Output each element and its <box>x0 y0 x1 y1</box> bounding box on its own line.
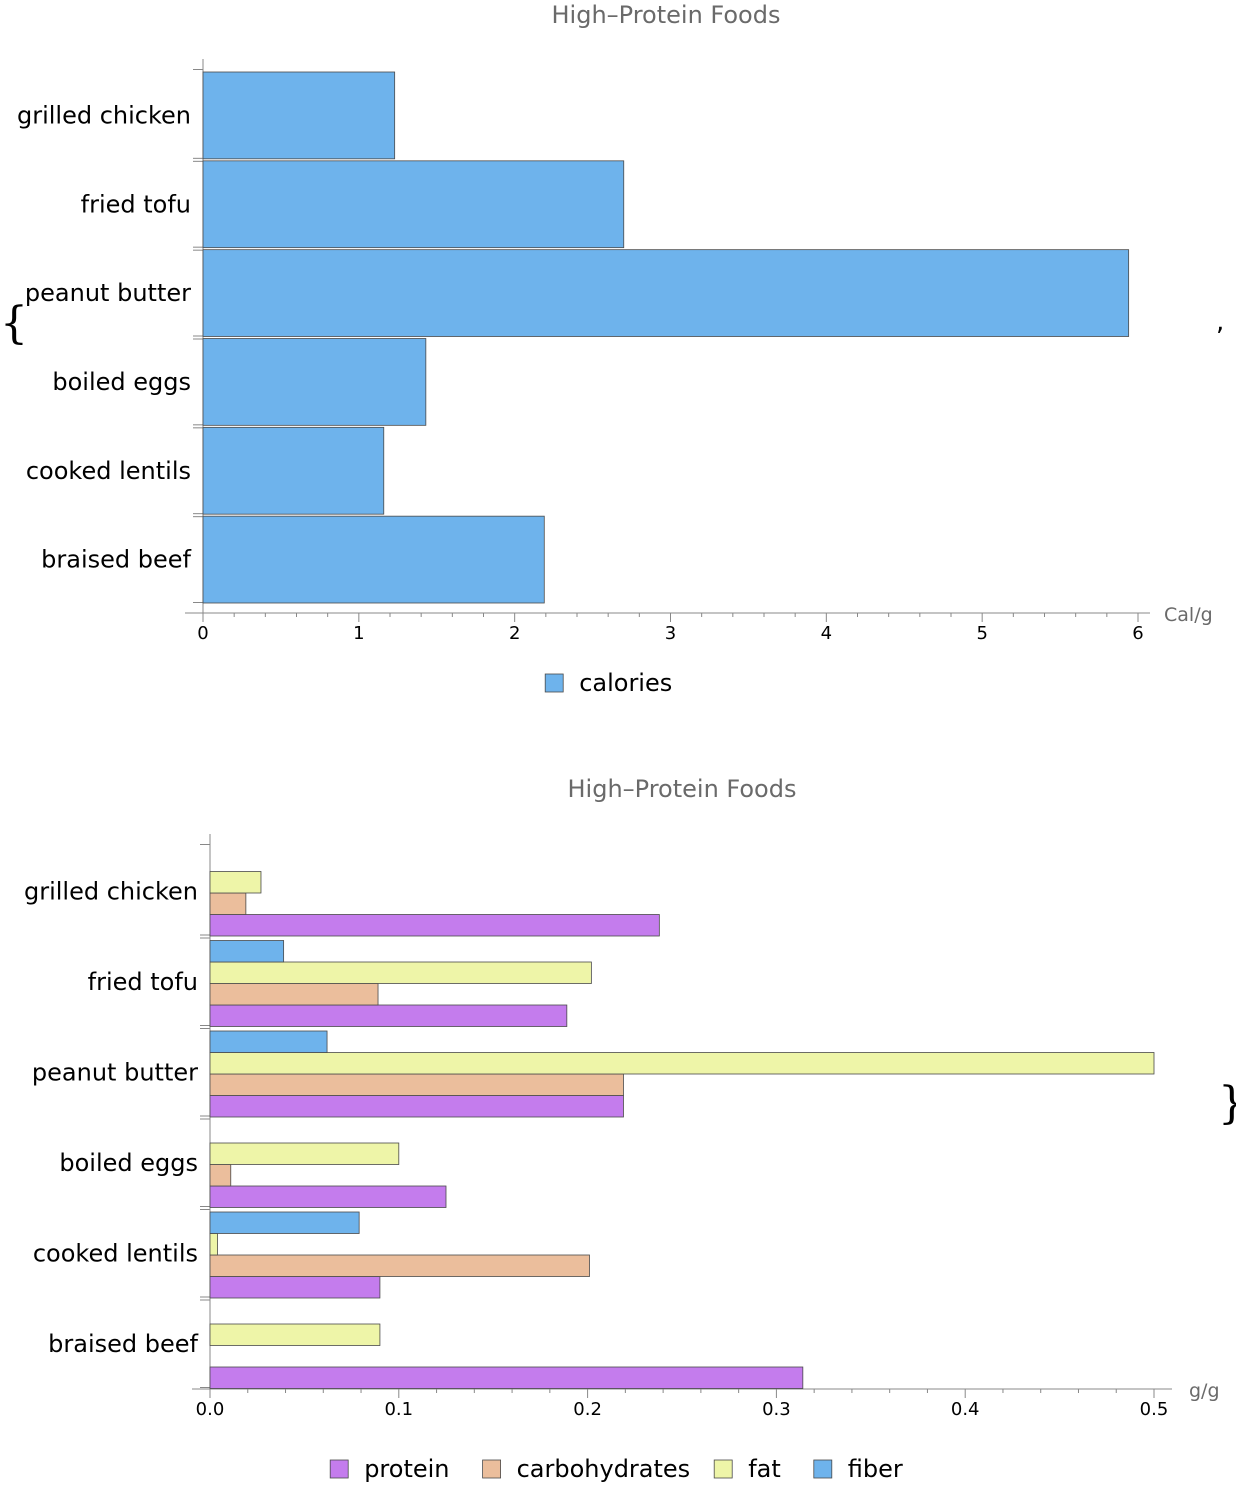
bar-protein-boiled-eggs <box>209 1185 447 1208</box>
legend-label-calories: calories <box>579 669 672 697</box>
x-tick-label: 5 <box>976 623 987 644</box>
legend: protein carbohydrates fat fiber <box>329 1455 903 1483</box>
category-label-fried-tofu: fried tofu <box>88 968 198 996</box>
bar-fat-grilled-chicken <box>209 871 262 894</box>
bar-fiber-peanut-butter <box>209 1030 328 1053</box>
category-label-peanut-butter: peanut butter <box>32 1058 198 1086</box>
bar-fat-peanut-butter <box>209 1052 1155 1075</box>
category-label-braised-beef: braised beef <box>41 546 191 574</box>
category-label-boiled-eggs: boiled eggs <box>52 368 191 396</box>
bar-protein-cooked-lentils <box>209 1276 381 1299</box>
bar-fiber-cooked-lentils <box>209 1211 360 1234</box>
chart-title: High–Protein Foods <box>568 775 797 803</box>
legend-swatch-protein <box>329 1459 349 1479</box>
bar-calories-peanut-butter <box>202 249 1130 337</box>
bar-protein-peanut-butter <box>209 1095 624 1118</box>
bar-carbohydrates-boiled-eggs <box>209 1164 232 1187</box>
category-label-cooked-lentils: cooked lentils <box>33 1239 198 1267</box>
x-tick-label: 1 <box>353 623 364 644</box>
bar-calories-fried-tofu <box>202 160 625 249</box>
x-tick-label: 0.2 <box>573 1399 602 1420</box>
bar-carbohydrates-fried-tofu <box>209 983 379 1006</box>
category-label-grilled-chicken: grilled chicken <box>24 877 198 905</box>
bar-fat-cooked-lentils <box>209 1233 218 1256</box>
calories-chart: High–Protein Foods grilled chicken fried … <box>17 1 1213 697</box>
bar-carbohydrates-cooked-lentils <box>209 1254 590 1277</box>
bar-fat-boiled-eggs <box>209 1142 400 1165</box>
x-tick-label: 0.1 <box>384 1399 413 1420</box>
category-label-fried-tofu: fried tofu <box>81 190 191 218</box>
bar-calories-cooked-lentils <box>202 426 385 515</box>
bar-protein-grilled-chicken <box>209 914 660 937</box>
legend-swatch-fiber <box>813 1459 833 1479</box>
bar-calories-boiled-eggs <box>202 338 427 426</box>
legend-swatch-calories <box>544 673 564 693</box>
bar-calories-braised-beef <box>202 515 545 604</box>
category-label-cooked-lentils: cooked lentils <box>26 457 191 485</box>
open-brace: { <box>0 298 28 349</box>
x-tick-label: 0.3 <box>762 1399 791 1420</box>
x-tick-label: 0.5 <box>1140 1399 1169 1420</box>
legend-label-protein: protein <box>364 1455 449 1483</box>
category-label-peanut-butter: peanut butter <box>25 279 191 307</box>
legend-label-fiber: fiber <box>848 1455 903 1483</box>
legend-swatch-carbohydrates <box>482 1459 502 1479</box>
category-label-grilled-chicken: grilled chicken <box>17 101 191 129</box>
x-axis-unit: Cal/g <box>1164 604 1213 626</box>
legend-label-fat: fat <box>748 1455 781 1483</box>
x-tick-label: 2 <box>509 623 520 644</box>
legend-label-carbohydrates: carbohydrates <box>517 1455 691 1483</box>
list-separator: , <box>1216 307 1224 337</box>
category-label-braised-beef: braised beef <box>48 1330 198 1358</box>
bar-fat-braised-beef <box>209 1323 381 1346</box>
bar-carbohydrates-peanut-butter <box>209 1073 624 1096</box>
x-tick-label: 0.0 <box>196 1399 225 1420</box>
x-tick-label: 0 <box>197 623 208 644</box>
x-tick-label: 6 <box>1132 623 1143 644</box>
x-tick-label: 0.4 <box>951 1399 980 1420</box>
nutrients-chart: High–Protein Foods grilled chicken fried … <box>24 775 1220 1483</box>
bar-fiber-fried-tofu <box>209 940 285 963</box>
bar-fat-fried-tofu <box>209 961 592 984</box>
x-tick-label: 4 <box>821 623 832 644</box>
bar-protein-braised-beef <box>209 1366 804 1389</box>
close-brace: } <box>1218 1078 1236 1129</box>
bar-calories-grilled-chicken <box>202 71 396 160</box>
x-axis-unit: g/g <box>1189 1380 1220 1402</box>
chart-title: High–Protein Foods <box>552 1 781 29</box>
legend-swatch-fat <box>713 1459 733 1479</box>
category-label-boiled-eggs: boiled eggs <box>59 1149 198 1177</box>
bar-carbohydrates-grilled-chicken <box>209 892 247 915</box>
bar-protein-fried-tofu <box>209 1004 568 1027</box>
legend: calories <box>544 669 672 697</box>
x-tick-label: 3 <box>665 623 676 644</box>
